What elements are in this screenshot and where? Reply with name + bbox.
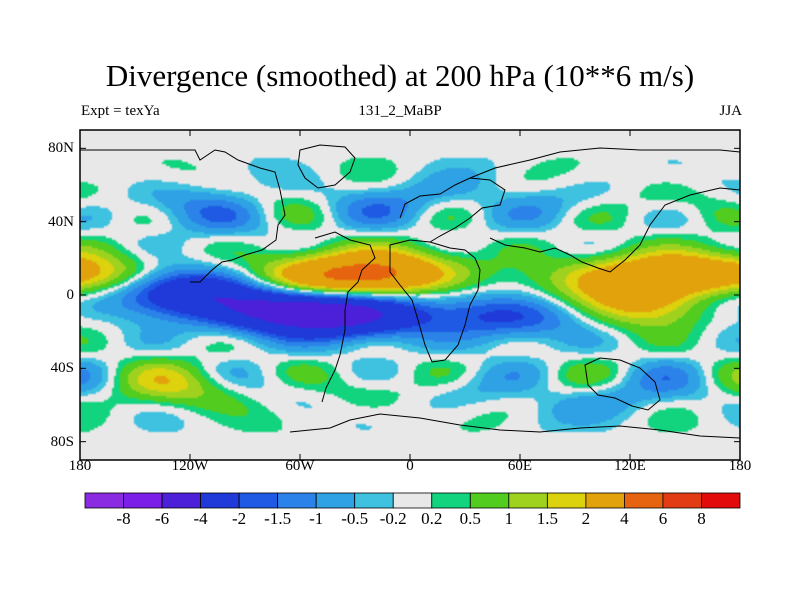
coastline-antarctica [289, 413, 740, 439]
colorbar-level-label: 0.5 [459, 509, 481, 528]
coastline-asia [469, 147, 740, 273]
y-tick-label: 80N [48, 140, 74, 157]
x-tick-label: 0 [406, 458, 414, 474]
x-tick-label: 180 [68, 458, 92, 474]
season-label: JJA [719, 103, 742, 119]
colorbar-level-label: 1.5 [536, 509, 558, 528]
colorbar-swatch-2 [161, 492, 201, 509]
x-tick-label: 120W [171, 458, 209, 474]
coastline-south-america [314, 231, 376, 403]
experiment-label: Expt = texYa [81, 103, 160, 119]
x-tick-label: 180 [728, 458, 752, 474]
colorbar-swatch-9 [431, 492, 471, 509]
colorbar-swatch-1 [123, 492, 163, 509]
chart-title: Divergence (smoothed) at 200 hPa (10**6 … [105, 58, 695, 93]
colorbar-swatch-11 [508, 492, 548, 509]
colorbar-level-label: 8 [697, 509, 706, 528]
colorbar-swatch-0 [84, 492, 124, 509]
coastline-greenland [297, 144, 356, 189]
colorbar-swatch-10 [469, 492, 510, 509]
y-tick-label: 40S [50, 360, 74, 377]
colorbar-swatch-6 [315, 492, 356, 509]
y-tick-label: 0 [66, 287, 75, 303]
colorbar-swatch-14 [624, 492, 664, 509]
colorbar-swatch-15 [662, 492, 702, 509]
y-tick-label: 80S [50, 433, 74, 450]
run-id-label: 131_2_MaBP [358, 103, 442, 119]
colorbar-level-label: 4 [620, 509, 629, 528]
coastline-australia [584, 357, 661, 411]
x-tick-label: 60E [507, 458, 533, 474]
colorbar-level-label: 0.2 [421, 509, 443, 528]
axis-ticks [79, 130, 741, 460]
colorbar-swatch-7 [354, 492, 394, 509]
colorbar-swatch-5 [277, 492, 317, 509]
coastlines [80, 144, 740, 439]
colorbar-swatch-3 [200, 492, 240, 509]
colorbar-level-label: -0.2 [379, 509, 407, 528]
coastline-europe [399, 177, 506, 243]
colorbar-swatch-13 [585, 492, 625, 509]
divergence-field [80, 130, 740, 460]
colorbar-level-label: -0.5 [341, 509, 369, 528]
colorbar-level-label: -1 [309, 509, 324, 528]
colorbar-level-label: -1.5 [264, 509, 292, 528]
coastline-africa [389, 239, 481, 363]
colorbar-swatch-8 [392, 492, 433, 509]
colorbar-level-label: 1 [504, 509, 514, 528]
colorbar-level-label: 2 [581, 509, 591, 528]
colorbar-level-label: 6 [658, 509, 668, 528]
colorbar-swatch-16 [701, 492, 741, 509]
colorbar-level-label: -4 [193, 509, 208, 528]
colorbar-level-label: -2 [232, 509, 247, 528]
x-tick-label: 120E [614, 458, 646, 474]
colorbar-swatch-4 [238, 492, 279, 509]
coastline-north-america [80, 149, 286, 283]
y-tick-label: 40N [48, 213, 74, 230]
colorbar-level-label: -8 [116, 509, 131, 528]
colorbar [84, 492, 741, 509]
colorbar-swatch-12 [546, 492, 587, 509]
colorbar-level-label: -6 [154, 509, 170, 528]
x-tick-label: 60W [285, 458, 315, 474]
